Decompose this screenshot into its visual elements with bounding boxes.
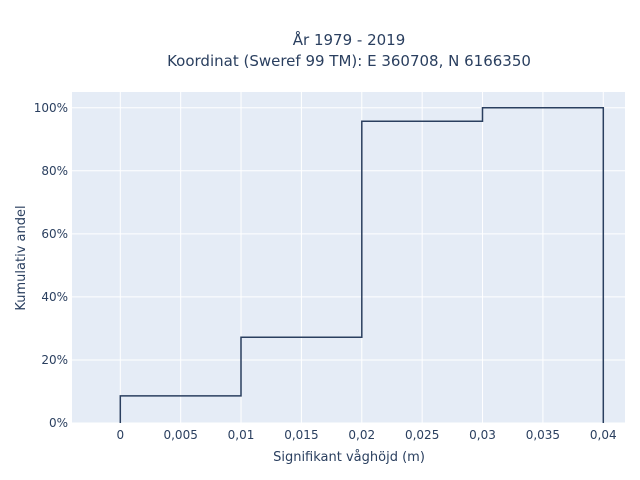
x-tick-label: 0 — [116, 428, 124, 442]
chart-title-line2: Koordinat (Sweref 99 TM): E 360708, N 61… — [167, 52, 531, 70]
x-tick-label: 0,005 — [163, 428, 197, 442]
y-tick-label: 80% — [41, 164, 68, 178]
cumulative-step-line — [119, 107, 605, 423]
x-tick-label: 0,03 — [469, 428, 496, 442]
x-tick-label: 0,01 — [228, 428, 255, 442]
grid-lines — [72, 92, 625, 424]
x-tick-label: 0,04 — [590, 428, 617, 442]
y-tick-label: 60% — [41, 227, 68, 241]
y-tick-label: 40% — [41, 290, 68, 304]
y-tick-label: 0% — [49, 416, 68, 430]
tick-labels: 0 0,005 0,01 0,015 0,02 0,025 0,03 0,035 0,04 0% 2… — [34, 101, 617, 442]
x-tick-label: 0,025 — [405, 428, 439, 442]
chart-title-line1: År 1979 - 2019 — [293, 30, 406, 49]
y-tick-label: 100% — [34, 101, 68, 115]
x-axis-title: Signifikant våghöjd (m) — [273, 450, 425, 465]
y-axis-title: Kumulativ andel — [14, 205, 29, 310]
y-tick-label: 20% — [41, 353, 68, 367]
x-tick-label: 0,035 — [526, 428, 560, 442]
plot-area — [72, 92, 625, 423]
x-tick-label: 0,015 — [284, 428, 318, 442]
x-tick-label: 0,02 — [348, 428, 375, 442]
